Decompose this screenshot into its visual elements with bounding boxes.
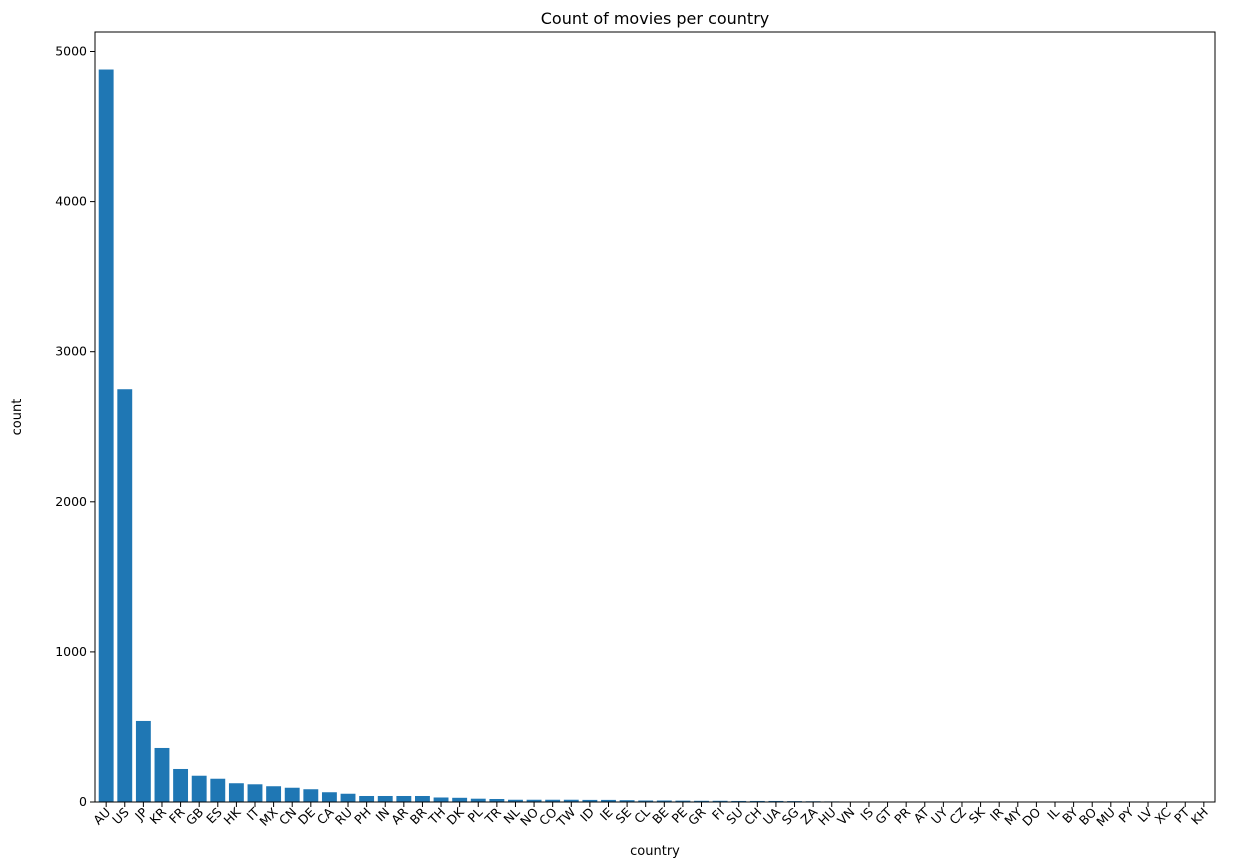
bar-ie [601,799,616,802]
bar-gb [191,775,207,802]
bar-ru [340,793,356,802]
y-tick-label: 1000 [55,644,87,659]
bar-fi [712,800,728,802]
bar-it [247,784,263,802]
bar-ar [396,795,412,802]
x-tick-label-dk: DK [444,804,468,828]
bar-nl [508,799,523,802]
bar-jp [135,720,151,802]
x-tick-label-do: DO [1019,804,1043,828]
x-tick-label-sk: SK [966,804,989,827]
bar-ca [321,792,337,802]
x-tick-label-vn: VN [834,805,857,828]
bar-co [545,799,561,802]
bar-th [433,797,449,802]
bar-de [303,789,319,802]
x-tick-label-kh: KH [1188,805,1211,828]
x-tick-label-tw: TW [553,805,578,830]
x-tick-label-ie: IE [597,804,616,823]
bar-pe [675,800,691,802]
bar-gr [694,800,709,802]
bar-mx [266,786,282,802]
bar-br [415,795,430,802]
chart-title: Count of movies per country [541,9,770,28]
bar-ph [359,795,375,802]
plot-frame [94,31,1216,803]
bars-group [98,69,1212,803]
bar-be [656,800,672,802]
y-axis-label: count [10,399,25,436]
bar-se [619,800,635,802]
bar-dk [452,797,468,802]
bar-cl [638,800,654,802]
bar-tw [563,799,579,802]
x-tick-label-us: US [109,804,132,827]
bar-ua [768,800,784,802]
bar-au [98,69,114,803]
y-tick-label: 5000 [55,44,87,59]
x-tick-label-gr: GR [685,804,709,828]
x-tick-label-hk: HK [220,804,244,828]
bar-tr [489,798,505,802]
bar-in [377,795,393,802]
y-tick-label: 3000 [55,344,87,359]
x-tick-label-il: IL [1044,804,1062,822]
x-tick-label-fi: FI [709,805,727,823]
bar-su [731,800,747,802]
y-tick-label: 2000 [55,494,87,509]
x-tick-label-is: IS [857,804,876,823]
bar-ch [749,800,765,802]
x-tick-label-id: ID [577,805,597,825]
bar-pl [470,798,486,802]
bar-cn [284,787,300,802]
bar-fr [173,768,189,802]
y-tick-label: 0 [79,794,87,809]
bar-es [210,778,226,802]
x-axis-label: country [630,844,680,859]
bar-us [117,389,133,802]
y-tick-label: 4000 [55,194,87,209]
bar-hk [228,783,244,802]
x-tick-label-mu: MU [1093,805,1118,830]
bar-no [526,799,542,802]
y-axis: 0 1000 2000 3000 4000 5000 [55,44,95,809]
x-tick-label-ph: PH [351,805,374,828]
bar-kr [154,747,170,802]
bar-id [582,799,598,802]
